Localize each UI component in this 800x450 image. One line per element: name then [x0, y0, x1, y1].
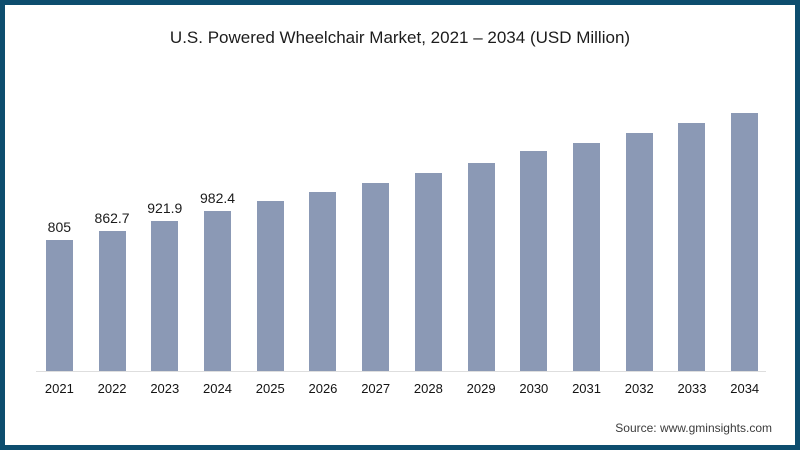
bar-value-label: 982.4: [199, 190, 236, 206]
bar-2031: [573, 143, 601, 371]
bar-value-label: 805: [47, 219, 72, 235]
bar-2032: [625, 133, 653, 371]
bar-2034: [731, 113, 759, 371]
bar-slot: [349, 81, 402, 371]
bar-slot: [455, 81, 508, 371]
x-tick-label: 2022: [97, 381, 127, 396]
x-tick-label: 2023: [150, 381, 180, 396]
bar-slot: [244, 81, 297, 371]
bar-slot: [613, 81, 666, 371]
x-tick-label: 2021: [44, 381, 74, 396]
bar-value-label: 921.9: [147, 200, 183, 216]
chart-title: U.S. Powered Wheelchair Market, 2021 – 2…: [169, 28, 631, 47]
x-tick-label: 2031: [572, 381, 601, 396]
bar-slot: [402, 81, 455, 371]
bar-slot: [560, 81, 613, 371]
bar-slot: [718, 81, 771, 371]
bar-slot: 921.9: [138, 81, 191, 371]
bar-2026: [309, 192, 337, 371]
bar-2021: [45, 240, 73, 371]
x-tick-label: 2029: [466, 381, 496, 396]
x-tick-label: 2024: [203, 381, 232, 396]
bar-slot: 805: [33, 81, 86, 371]
x-axis-tick-labels: 2021 2022 2023 2024 2025 2026 2027 2028 2029 2030…: [33, 381, 771, 396]
bar-slot: [507, 81, 560, 371]
x-tick-label: 2034: [730, 381, 760, 396]
bar-2022: [98, 231, 126, 371]
x-tick-label: 2032: [624, 381, 654, 396]
bar-2027: [362, 183, 390, 371]
x-axis-line: [36, 371, 766, 372]
bar-2024: [204, 211, 232, 371]
x-tick-label: 2026: [308, 381, 338, 396]
bar-value-label: 862.7: [94, 210, 130, 226]
x-tick-label: 2028: [413, 381, 443, 396]
bar-slot: 862.7: [86, 81, 139, 371]
x-tick-label: 2027: [361, 381, 391, 396]
bar-2033: [678, 123, 706, 371]
x-tick-label: 2033: [677, 381, 707, 396]
bar-slot: [297, 81, 350, 371]
source-credit: Source: www.gminsights.com: [615, 421, 772, 435]
bar-2030: [520, 151, 548, 371]
x-tick-label: 2025: [255, 381, 285, 396]
bar-2025: [256, 201, 284, 371]
bar-slot: [666, 81, 719, 371]
bar-2028: [414, 173, 442, 371]
bar-plot-area: 805 862.7 921.9 982.4: [33, 81, 771, 371]
bar-2023: [151, 221, 179, 371]
bar-slot: 982.4: [191, 81, 244, 371]
bar-2029: [467, 163, 495, 371]
x-tick-label: 2030: [519, 381, 549, 396]
